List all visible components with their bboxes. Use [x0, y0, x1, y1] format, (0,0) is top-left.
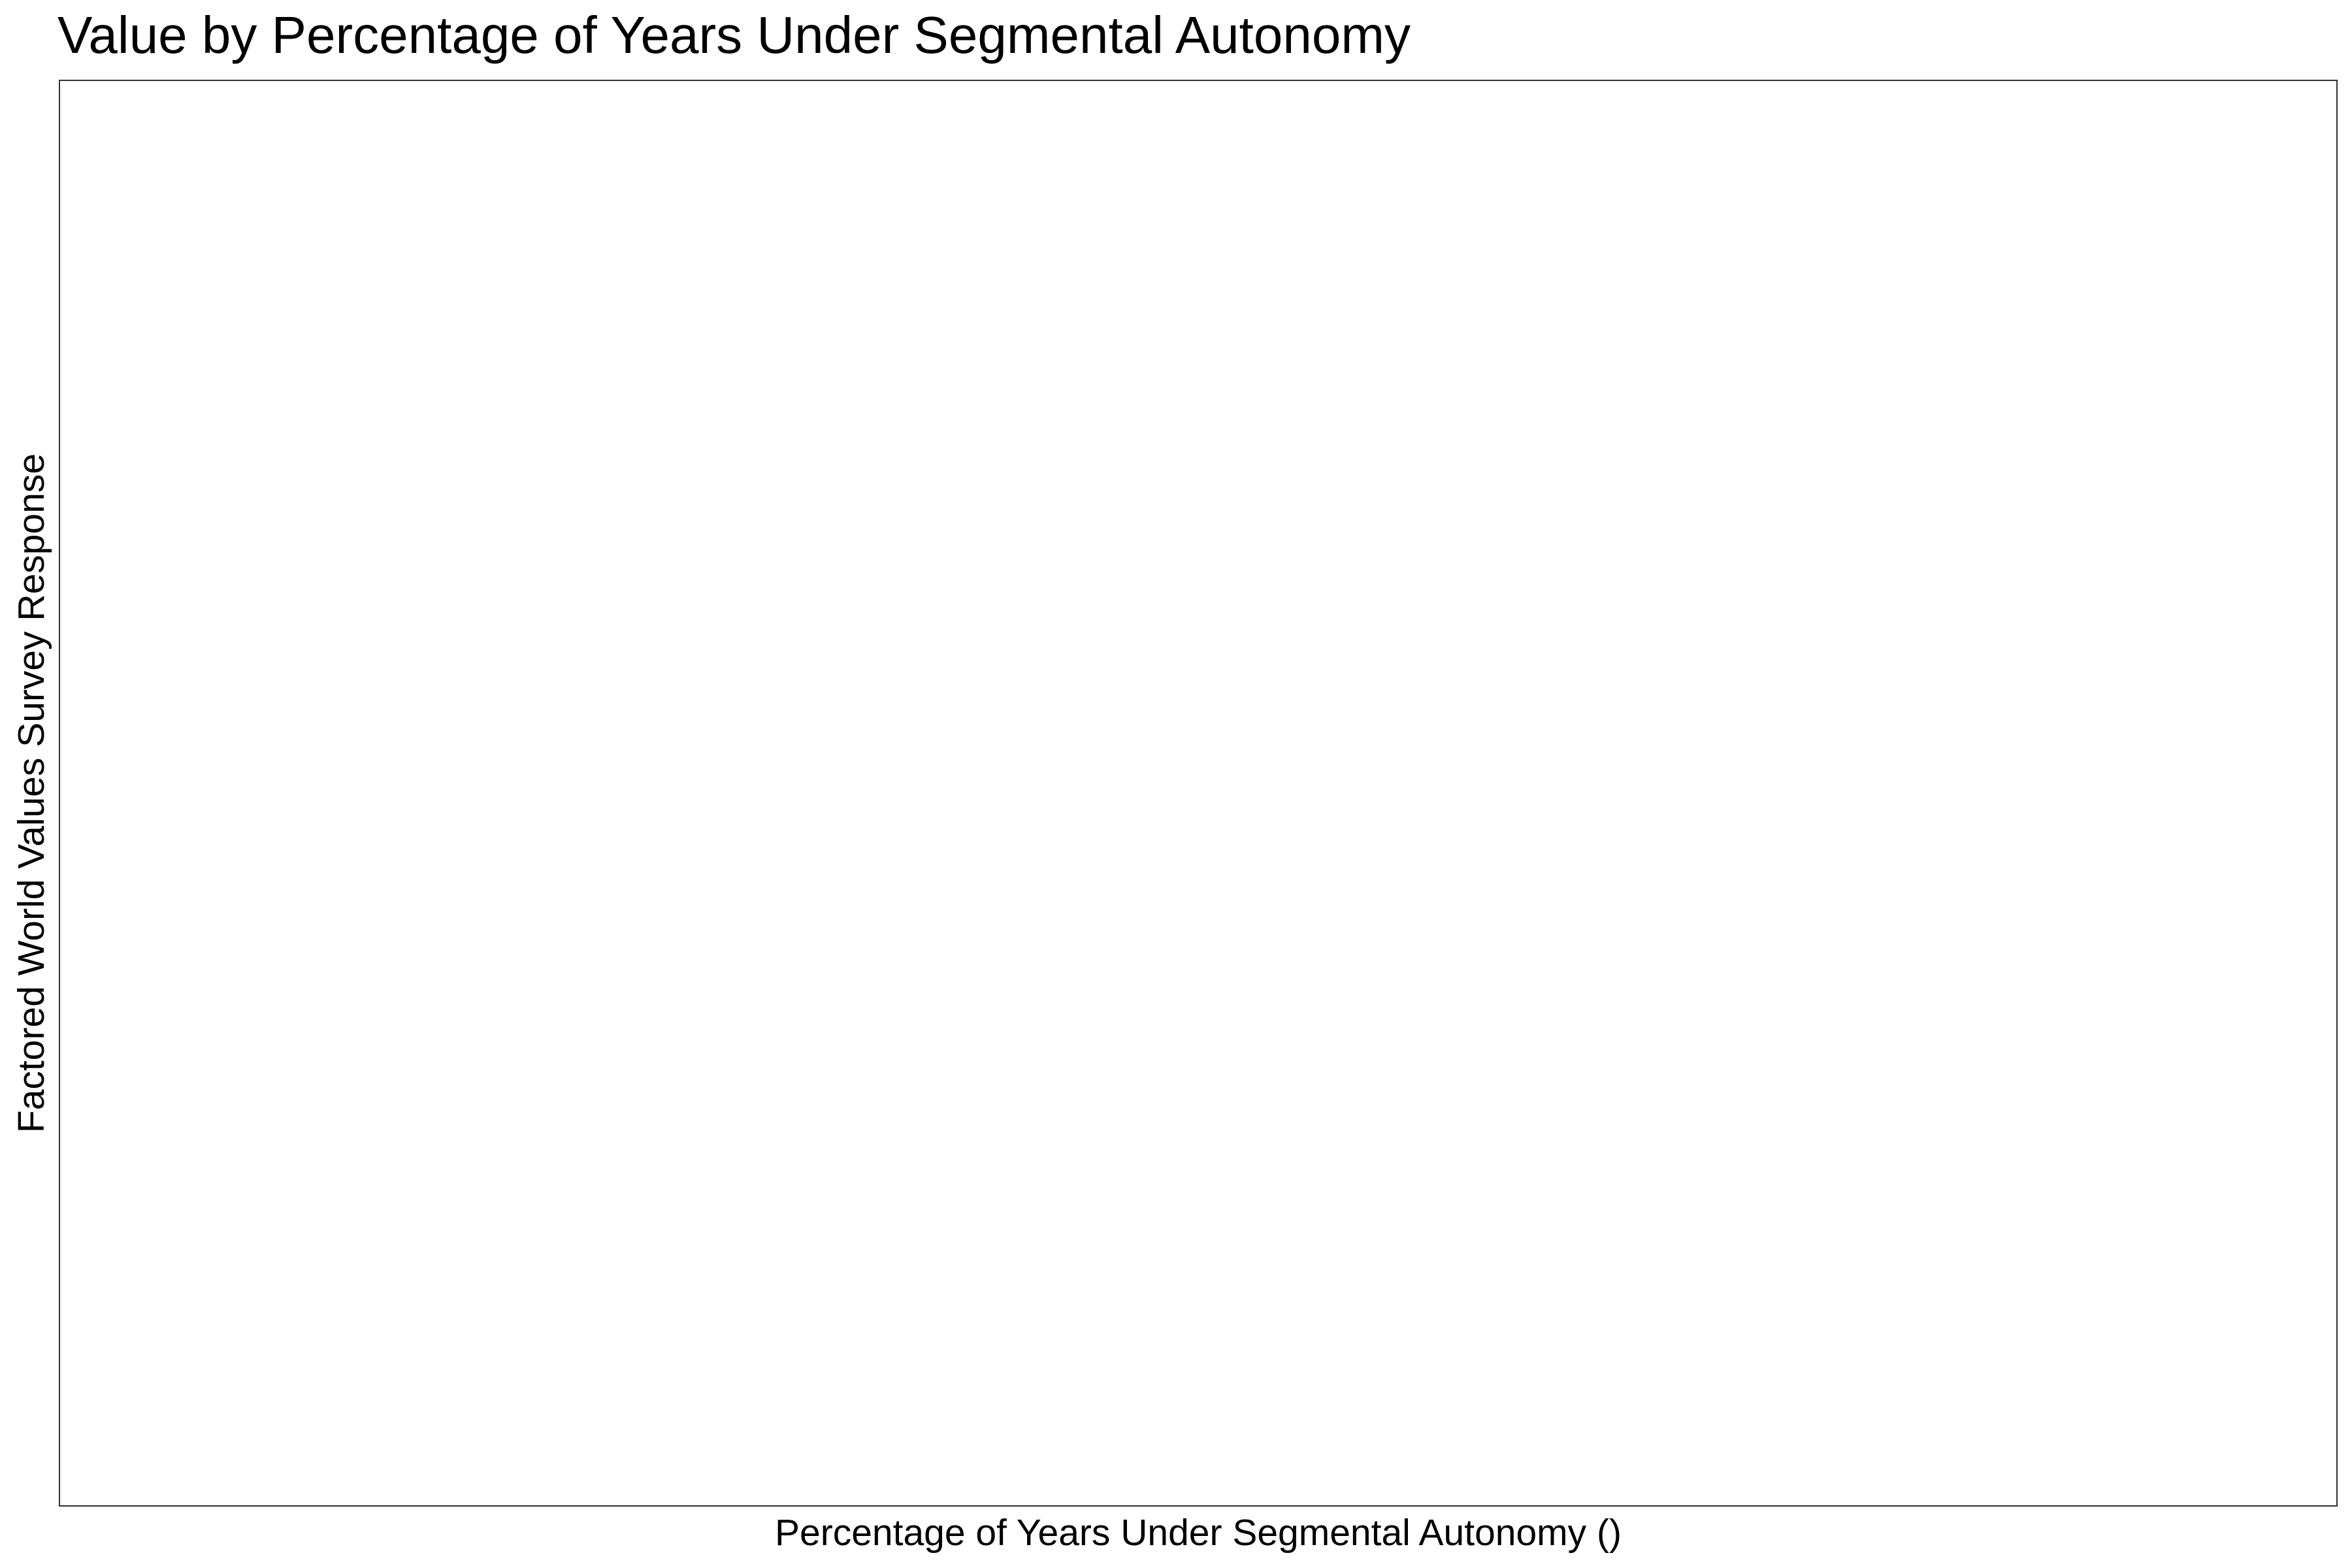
y-axis-label: Factored World Values Survey Response	[10, 453, 52, 1134]
plot-panel	[59, 80, 2338, 1507]
chart-title: Value by Percentage of Years Under Segme…	[57, 6, 1411, 64]
x-axis-label: Percentage of Years Under Segmental Auto…	[775, 1512, 1622, 1554]
